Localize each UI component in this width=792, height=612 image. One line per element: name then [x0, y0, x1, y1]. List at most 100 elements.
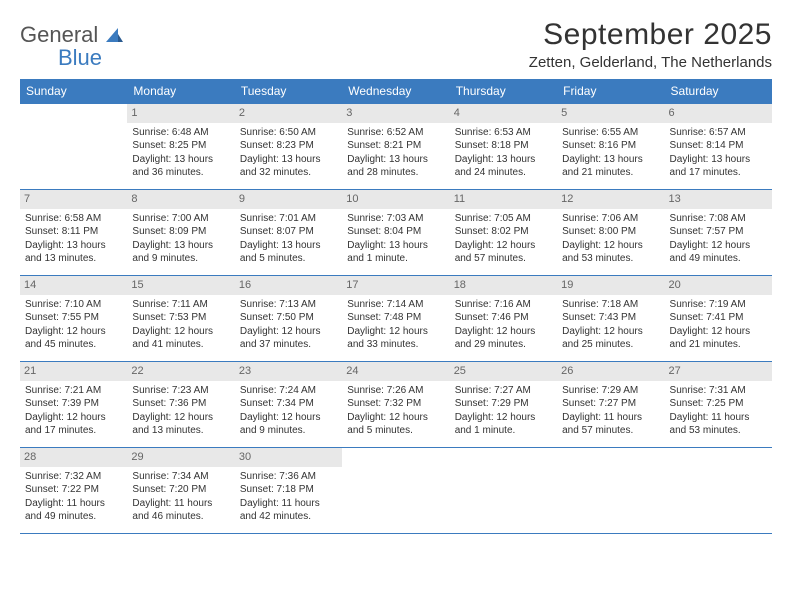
calendar-cell: 13Sunrise: 7:08 AMSunset: 7:57 PMDayligh… [665, 190, 772, 276]
sunset-line: Sunset: 7:25 PM [670, 397, 767, 411]
sunrise-line: Sunrise: 6:53 AM [455, 126, 552, 140]
sunset-line: Sunset: 8:23 PM [240, 139, 337, 153]
calendar-cell: 26Sunrise: 7:29 AMSunset: 7:27 PMDayligh… [557, 362, 664, 448]
daylight-line: Daylight: 12 hours and 5 minutes. [347, 411, 444, 438]
day-header: Monday [127, 79, 234, 104]
sunset-line: Sunset: 8:16 PM [562, 139, 659, 153]
daylight-line: Daylight: 13 hours and 13 minutes. [25, 239, 122, 266]
sunset-line: Sunset: 8:21 PM [347, 139, 444, 153]
day-number: 26 [557, 362, 664, 381]
calendar-body: 1Sunrise: 6:48 AMSunset: 8:25 PMDaylight… [20, 104, 772, 534]
day-number: 23 [235, 362, 342, 381]
sunset-line: Sunset: 8:14 PM [670, 139, 767, 153]
daylight-line: Daylight: 12 hours and 49 minutes. [670, 239, 767, 266]
day-header: Saturday [665, 79, 772, 104]
sunset-line: Sunset: 7:55 PM [25, 311, 122, 325]
calendar-cell: 17Sunrise: 7:14 AMSunset: 7:48 PMDayligh… [342, 276, 449, 362]
daylight-line: Daylight: 12 hours and 37 minutes. [240, 325, 337, 352]
sunset-line: Sunset: 7:39 PM [25, 397, 122, 411]
day-number: 3 [342, 104, 449, 123]
title-block: September 2025 Zetten, Gelderland, The N… [529, 18, 772, 71]
sunrise-line: Sunrise: 7:36 AM [240, 470, 337, 484]
sunrise-line: Sunrise: 6:58 AM [25, 212, 122, 226]
day-number: 28 [20, 448, 127, 467]
sunrise-line: Sunrise: 6:55 AM [562, 126, 659, 140]
sunrise-line: Sunrise: 7:19 AM [670, 298, 767, 312]
sunrise-line: Sunrise: 7:03 AM [347, 212, 444, 226]
day-number: 14 [20, 276, 127, 295]
logo-text-general: General [20, 22, 98, 47]
sunrise-line: Sunrise: 7:18 AM [562, 298, 659, 312]
daylight-line: Daylight: 12 hours and 13 minutes. [132, 411, 229, 438]
daylight-line: Daylight: 11 hours and 57 minutes. [562, 411, 659, 438]
day-header: Friday [557, 79, 664, 104]
calendar-cell: 24Sunrise: 7:26 AMSunset: 7:32 PMDayligh… [342, 362, 449, 448]
sunrise-line: Sunrise: 7:16 AM [455, 298, 552, 312]
daylight-line: Daylight: 12 hours and 25 minutes. [562, 325, 659, 352]
daylight-line: Daylight: 12 hours and 9 minutes. [240, 411, 337, 438]
sunset-line: Sunset: 8:07 PM [240, 225, 337, 239]
daylight-line: Daylight: 12 hours and 29 minutes. [455, 325, 552, 352]
sunset-line: Sunset: 8:00 PM [562, 225, 659, 239]
day-number: 10 [342, 190, 449, 209]
day-number: 2 [235, 104, 342, 123]
sunset-line: Sunset: 7:43 PM [562, 311, 659, 325]
calendar-cell: 4Sunrise: 6:53 AMSunset: 8:18 PMDaylight… [450, 104, 557, 190]
calendar-cell: 16Sunrise: 7:13 AMSunset: 7:50 PMDayligh… [235, 276, 342, 362]
sunrise-line: Sunrise: 6:48 AM [132, 126, 229, 140]
calendar-cell: 6Sunrise: 6:57 AMSunset: 8:14 PMDaylight… [665, 104, 772, 190]
day-header-row: SundayMondayTuesdayWednesdayThursdayFrid… [20, 79, 772, 104]
day-number: 30 [235, 448, 342, 467]
calendar-cell [557, 448, 664, 534]
sunset-line: Sunset: 8:02 PM [455, 225, 552, 239]
daylight-line: Daylight: 13 hours and 32 minutes. [240, 153, 337, 180]
sunrise-line: Sunrise: 7:05 AM [455, 212, 552, 226]
calendar-cell: 5Sunrise: 6:55 AMSunset: 8:16 PMDaylight… [557, 104, 664, 190]
daylight-line: Daylight: 13 hours and 9 minutes. [132, 239, 229, 266]
calendar-cell [342, 448, 449, 534]
sunrise-line: Sunrise: 7:34 AM [132, 470, 229, 484]
daylight-line: Daylight: 11 hours and 42 minutes. [240, 497, 337, 524]
calendar-cell: 2Sunrise: 6:50 AMSunset: 8:23 PMDaylight… [235, 104, 342, 190]
sunrise-line: Sunrise: 7:14 AM [347, 298, 444, 312]
daylight-line: Daylight: 12 hours and 57 minutes. [455, 239, 552, 266]
day-number: 25 [450, 362, 557, 381]
daylight-line: Daylight: 13 hours and 28 minutes. [347, 153, 444, 180]
sunset-line: Sunset: 7:46 PM [455, 311, 552, 325]
sunset-line: Sunset: 7:22 PM [25, 483, 122, 497]
calendar-cell: 30Sunrise: 7:36 AMSunset: 7:18 PMDayligh… [235, 448, 342, 534]
day-number: 7 [20, 190, 127, 209]
sunrise-line: Sunrise: 7:00 AM [132, 212, 229, 226]
day-number: 9 [235, 190, 342, 209]
day-number: 13 [665, 190, 772, 209]
calendar-cell: 9Sunrise: 7:01 AMSunset: 8:07 PMDaylight… [235, 190, 342, 276]
daylight-line: Daylight: 13 hours and 24 minutes. [455, 153, 552, 180]
day-number: 15 [127, 276, 234, 295]
sunrise-line: Sunrise: 7:27 AM [455, 384, 552, 398]
sunrise-line: Sunrise: 6:57 AM [670, 126, 767, 140]
calendar-cell: 12Sunrise: 7:06 AMSunset: 8:00 PMDayligh… [557, 190, 664, 276]
calendar-row: 28Sunrise: 7:32 AMSunset: 7:22 PMDayligh… [20, 448, 772, 534]
sunset-line: Sunset: 7:34 PM [240, 397, 337, 411]
day-number: 21 [20, 362, 127, 381]
calendar-cell [20, 104, 127, 190]
day-number: 20 [665, 276, 772, 295]
calendar-row: 21Sunrise: 7:21 AMSunset: 7:39 PMDayligh… [20, 362, 772, 448]
calendar-cell: 7Sunrise: 6:58 AMSunset: 8:11 PMDaylight… [20, 190, 127, 276]
calendar-table: SundayMondayTuesdayWednesdayThursdayFrid… [20, 79, 772, 534]
daylight-line: Daylight: 11 hours and 49 minutes. [25, 497, 122, 524]
sunset-line: Sunset: 8:09 PM [132, 225, 229, 239]
calendar-cell [665, 448, 772, 534]
day-number: 29 [127, 448, 234, 467]
calendar-cell: 21Sunrise: 7:21 AMSunset: 7:39 PMDayligh… [20, 362, 127, 448]
sunset-line: Sunset: 7:53 PM [132, 311, 229, 325]
daylight-line: Daylight: 13 hours and 5 minutes. [240, 239, 337, 266]
calendar-row: 7Sunrise: 6:58 AMSunset: 8:11 PMDaylight… [20, 190, 772, 276]
sunset-line: Sunset: 7:50 PM [240, 311, 337, 325]
sunrise-line: Sunrise: 7:31 AM [670, 384, 767, 398]
header: General Blue September 2025 Zetten, Geld… [20, 18, 772, 71]
daylight-line: Daylight: 12 hours and 41 minutes. [132, 325, 229, 352]
calendar-cell: 10Sunrise: 7:03 AMSunset: 8:04 PMDayligh… [342, 190, 449, 276]
logo-text-blue: Blue [58, 47, 124, 69]
day-number: 12 [557, 190, 664, 209]
